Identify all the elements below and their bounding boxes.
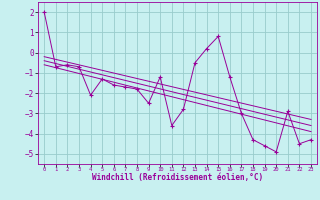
X-axis label: Windchill (Refroidissement éolien,°C): Windchill (Refroidissement éolien,°C)	[92, 173, 263, 182]
